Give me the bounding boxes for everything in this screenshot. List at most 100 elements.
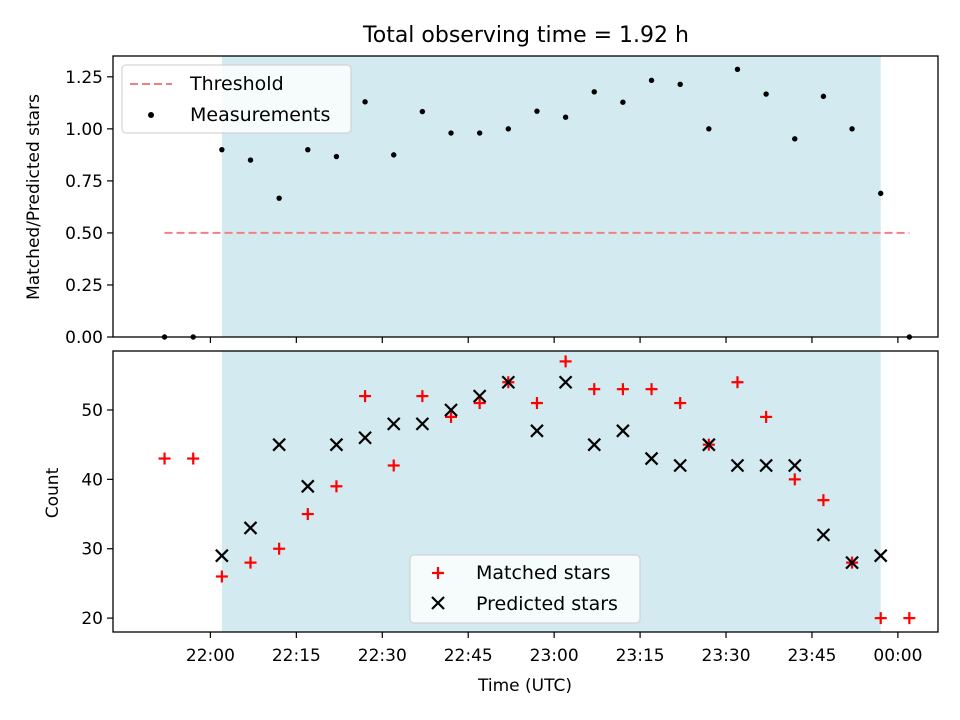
- x-tick-label: 22:45: [444, 646, 493, 666]
- measurement-point: [820, 93, 827, 100]
- measurement-point: [648, 77, 655, 84]
- measurement-points: [161, 66, 913, 340]
- x-tick-label: 23:00: [530, 646, 579, 666]
- predicted-legend-label: Predicted stars: [476, 593, 618, 615]
- predicted-star-point: [644, 451, 659, 466]
- measurement-point: [476, 130, 483, 136]
- measurement-point: [562, 114, 569, 120]
- measurements-legend-label: Measurements: [190, 104, 330, 126]
- x-tick-label: 22:30: [358, 646, 407, 666]
- measurement-point: [219, 146, 225, 153]
- predicted-star-point: [759, 458, 773, 473]
- x-tick-label: 23:45: [787, 646, 836, 666]
- threshold-legend-label: Threshold: [189, 73, 284, 95]
- matched-star-point: [244, 556, 257, 569]
- predicted-star-point: [816, 528, 831, 542]
- predicted-legend-marker: [431, 596, 445, 610]
- matched-legend-marker: [432, 567, 444, 579]
- predicted-star-point: [272, 437, 286, 452]
- matched-star-point: [788, 473, 801, 486]
- matched-star-point: [760, 410, 773, 423]
- y-tick-label: 0.50: [65, 224, 103, 244]
- top-legend-box: [121, 64, 352, 134]
- predicted-star-point: [301, 479, 315, 494]
- predicted-star-point: [472, 389, 487, 403]
- predicted-star-point: [415, 417, 430, 431]
- predicted-star-point: [386, 417, 401, 431]
- matched-star-point: [473, 397, 486, 410]
- measurement-point: [849, 126, 855, 132]
- predicted-star-point: [501, 375, 516, 390]
- x-axis: 22:00 22:15 22:30 22:45 23:00 23:15 23:30 23:45…: [186, 632, 922, 666]
- matched-star-point: [387, 459, 400, 472]
- matched-star-point: [445, 410, 458, 423]
- matched-star-point: [301, 508, 314, 521]
- measurement-point: [305, 146, 311, 153]
- bottom-legend: Matched stars Predicted stars: [409, 554, 641, 624]
- matched-star-point: [559, 355, 572, 368]
- matched-star-point: [273, 542, 286, 555]
- matched-star-point: [530, 397, 543, 410]
- y-tick-label: 0.25: [65, 276, 103, 296]
- y-tick-label: 0.75: [65, 172, 103, 192]
- measurement-point: [247, 157, 254, 163]
- measurement-point: [763, 91, 769, 97]
- top-y-axis-label: Matched/Predicted stars: [24, 94, 44, 300]
- matched-star-point: [903, 612, 916, 625]
- matched-star-point: [616, 383, 629, 396]
- matched-star-point: [674, 397, 687, 410]
- predicted-star-point: [616, 424, 630, 438]
- top-legend: Threshold Measurements: [121, 64, 352, 134]
- measurement-point: [878, 190, 884, 197]
- top-panel: 0.00 0.25 0.50 0.75 1.00 1.25 Matched/Predict…: [24, 55, 939, 348]
- measurement-point: [448, 130, 454, 136]
- predicted-star-point: [845, 555, 859, 570]
- measurement-point: [419, 108, 426, 115]
- measurement-point: [734, 66, 741, 73]
- top-axes-frame: [112, 55, 939, 338]
- measurement-point: [792, 136, 798, 142]
- measurement-point: [276, 195, 282, 201]
- y-tick-label: 30: [81, 540, 103, 560]
- x-axis-label: Time (UTC): [477, 676, 572, 696]
- predicted-star-point: [673, 458, 687, 473]
- matched-legend-label: Matched stars: [476, 562, 610, 584]
- matched-star-point: [359, 390, 372, 403]
- measurement-point: [505, 126, 512, 132]
- bottom-y-axis-label: Count: [43, 467, 63, 518]
- matched-star-point: [874, 612, 887, 625]
- x-tick-label: 22:15: [272, 646, 321, 666]
- matched-star-point: [731, 376, 744, 389]
- x-tick-label: 00:00: [873, 646, 922, 666]
- predicted-star-point: [243, 521, 258, 535]
- measurement-point: [333, 153, 340, 160]
- predicted-star-point: [730, 458, 745, 473]
- measurement-point: [362, 99, 368, 105]
- predicted-star-point: [444, 403, 458, 417]
- y-tick-label: 20: [81, 609, 103, 629]
- matched-star-point: [215, 570, 228, 583]
- measurement-point: [677, 81, 683, 88]
- predicted-star-point: [358, 430, 372, 445]
- measurement-point: [706, 126, 712, 132]
- predicted-star-point: [530, 424, 544, 438]
- measurements-legend-marker: [148, 112, 154, 118]
- matched-star-point: [416, 390, 429, 403]
- y-tick-label: 40: [81, 470, 103, 490]
- bottom-axes-frame: [112, 350, 939, 633]
- measurement-point: [620, 99, 626, 105]
- matched-star-point: [330, 480, 343, 493]
- bottom-legend-box: [409, 554, 641, 624]
- measurement-point: [391, 152, 397, 158]
- figure-title: Total observing time = 1.92 h: [362, 23, 689, 48]
- y-tick-label: 0.00: [65, 328, 103, 348]
- predicted-star-point: [329, 437, 344, 452]
- y-tick-label: 50: [81, 401, 103, 421]
- predicted-star-point: [587, 437, 602, 452]
- x-tick-label: 22:00: [186, 646, 235, 666]
- predicted-star-point: [702, 437, 716, 452]
- predicted-star-point: [215, 548, 229, 563]
- top-x-ticks: [209, 337, 899, 343]
